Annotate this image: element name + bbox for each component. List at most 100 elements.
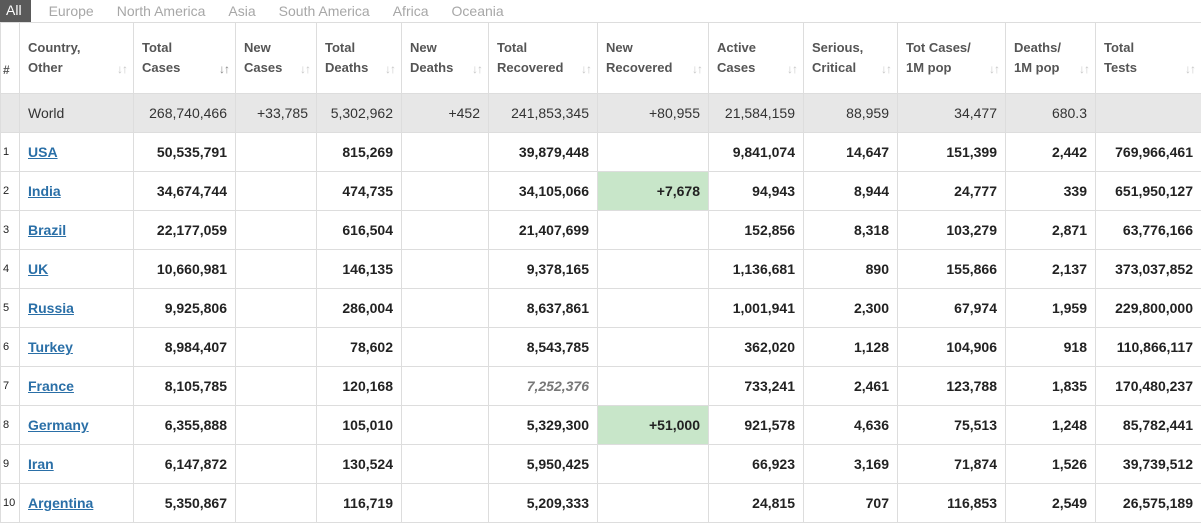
sort-icon[interactable]: ↓↑ [692,59,702,79]
data-cell [236,133,317,172]
rank-cell: 3 [1,211,20,250]
data-cell: 103,279 [898,211,1006,250]
tab-asia[interactable]: Asia [228,1,255,21]
data-cell: 474,735 [317,172,402,211]
rank-cell [1,94,20,133]
region-tabs: All Europe North America Asia South America A… [0,0,1201,22]
country-link[interactable]: Iran [28,456,54,472]
column-label: Deaths/ [1014,38,1087,58]
data-cell [402,289,489,328]
data-cell: 24,777 [898,172,1006,211]
data-cell [402,211,489,250]
data-cell: 9,841,074 [709,133,804,172]
data-cell [236,328,317,367]
data-cell: 2,549 [1006,484,1096,523]
sort-icon[interactable]: ↓↑ [300,59,310,79]
data-cell: 1,526 [1006,445,1096,484]
data-cell: 733,241 [709,367,804,406]
sort-icon[interactable]: ↓↑ [881,59,891,79]
sort-icon[interactable]: ↓↑ [1185,59,1195,79]
sort-icon[interactable]: ↓↑ [117,59,127,79]
data-cell: 8,984,407 [134,328,236,367]
country-link[interactable]: India [28,183,61,199]
data-cell: 2,442 [1006,133,1096,172]
column-label: 1M pop [1014,58,1087,78]
sort-icon[interactable]: ↓↑ [581,59,591,79]
data-cell: 2,137 [1006,250,1096,289]
tab-africa[interactable]: Africa [393,1,429,21]
column-label: 1M pop [906,58,997,78]
data-cell: 5,209,333 [489,484,598,523]
tab-all[interactable]: All [0,0,31,22]
sort-icon[interactable]: ↓↑ [472,59,482,79]
rank-cell: 9 [1,445,20,484]
country-link[interactable]: France [28,378,74,394]
country-link[interactable]: Brazil [28,222,66,238]
data-cell: 268,740,466 [134,94,236,133]
column-header[interactable]: # [1,23,20,94]
sort-icon[interactable]: ↓↑ [989,59,999,79]
data-cell [598,250,709,289]
data-cell: 1,959 [1006,289,1096,328]
data-cell: 373,037,852 [1096,250,1201,289]
data-cell: 1,248 [1006,406,1096,445]
data-cell [402,445,489,484]
data-cell: 8,543,785 [489,328,598,367]
data-cell [402,367,489,406]
country-cell: Germany [20,406,134,445]
column-header[interactable]: Serious,Critical↓↑ [804,23,898,94]
data-cell: +33,785 [236,94,317,133]
country-link[interactable]: Turkey [28,339,73,355]
tab-south-america[interactable]: South America [279,1,370,21]
tab-oceania[interactable]: Oceania [452,1,504,21]
column-label: Serious, [812,38,889,58]
data-cell: 22,177,059 [134,211,236,250]
sort-icon[interactable]: ↓↑ [385,59,395,79]
sort-icon[interactable]: ↓↑ [219,59,229,79]
data-cell: 39,739,512 [1096,445,1201,484]
column-header[interactable]: Tot Cases/1M pop↓↑ [898,23,1006,94]
column-label: Cases [244,58,308,78]
country-link[interactable]: USA [28,144,58,160]
sort-icon[interactable]: ↓↑ [1079,59,1089,79]
tab-north-america[interactable]: North America [117,1,206,21]
data-cell: 21,584,159 [709,94,804,133]
data-cell [236,445,317,484]
column-header[interactable]: Country,Other↓↑ [20,23,134,94]
country-link[interactable]: Germany [28,417,89,433]
column-label: # [3,63,10,77]
sort-icon[interactable]: ↓↑ [787,59,797,79]
column-label: Recovered [606,58,700,78]
data-cell: 66,923 [709,445,804,484]
data-cell [598,367,709,406]
country-link[interactable]: Russia [28,300,74,316]
data-cell: 123,788 [898,367,1006,406]
data-cell [236,484,317,523]
data-cell: 170,480,237 [1096,367,1201,406]
tab-europe[interactable]: Europe [49,1,94,21]
data-cell: 5,350,867 [134,484,236,523]
country-link[interactable]: UK [28,261,48,277]
column-header[interactable]: Deaths/1M pop↓↑ [1006,23,1096,94]
column-label: Deaths [410,58,480,78]
data-cell: 616,504 [317,211,402,250]
country-link[interactable]: Argentina [28,495,93,511]
data-cell: 94,943 [709,172,804,211]
data-cell [598,289,709,328]
data-cell: 1,835 [1006,367,1096,406]
column-label: Recovered [497,58,589,78]
